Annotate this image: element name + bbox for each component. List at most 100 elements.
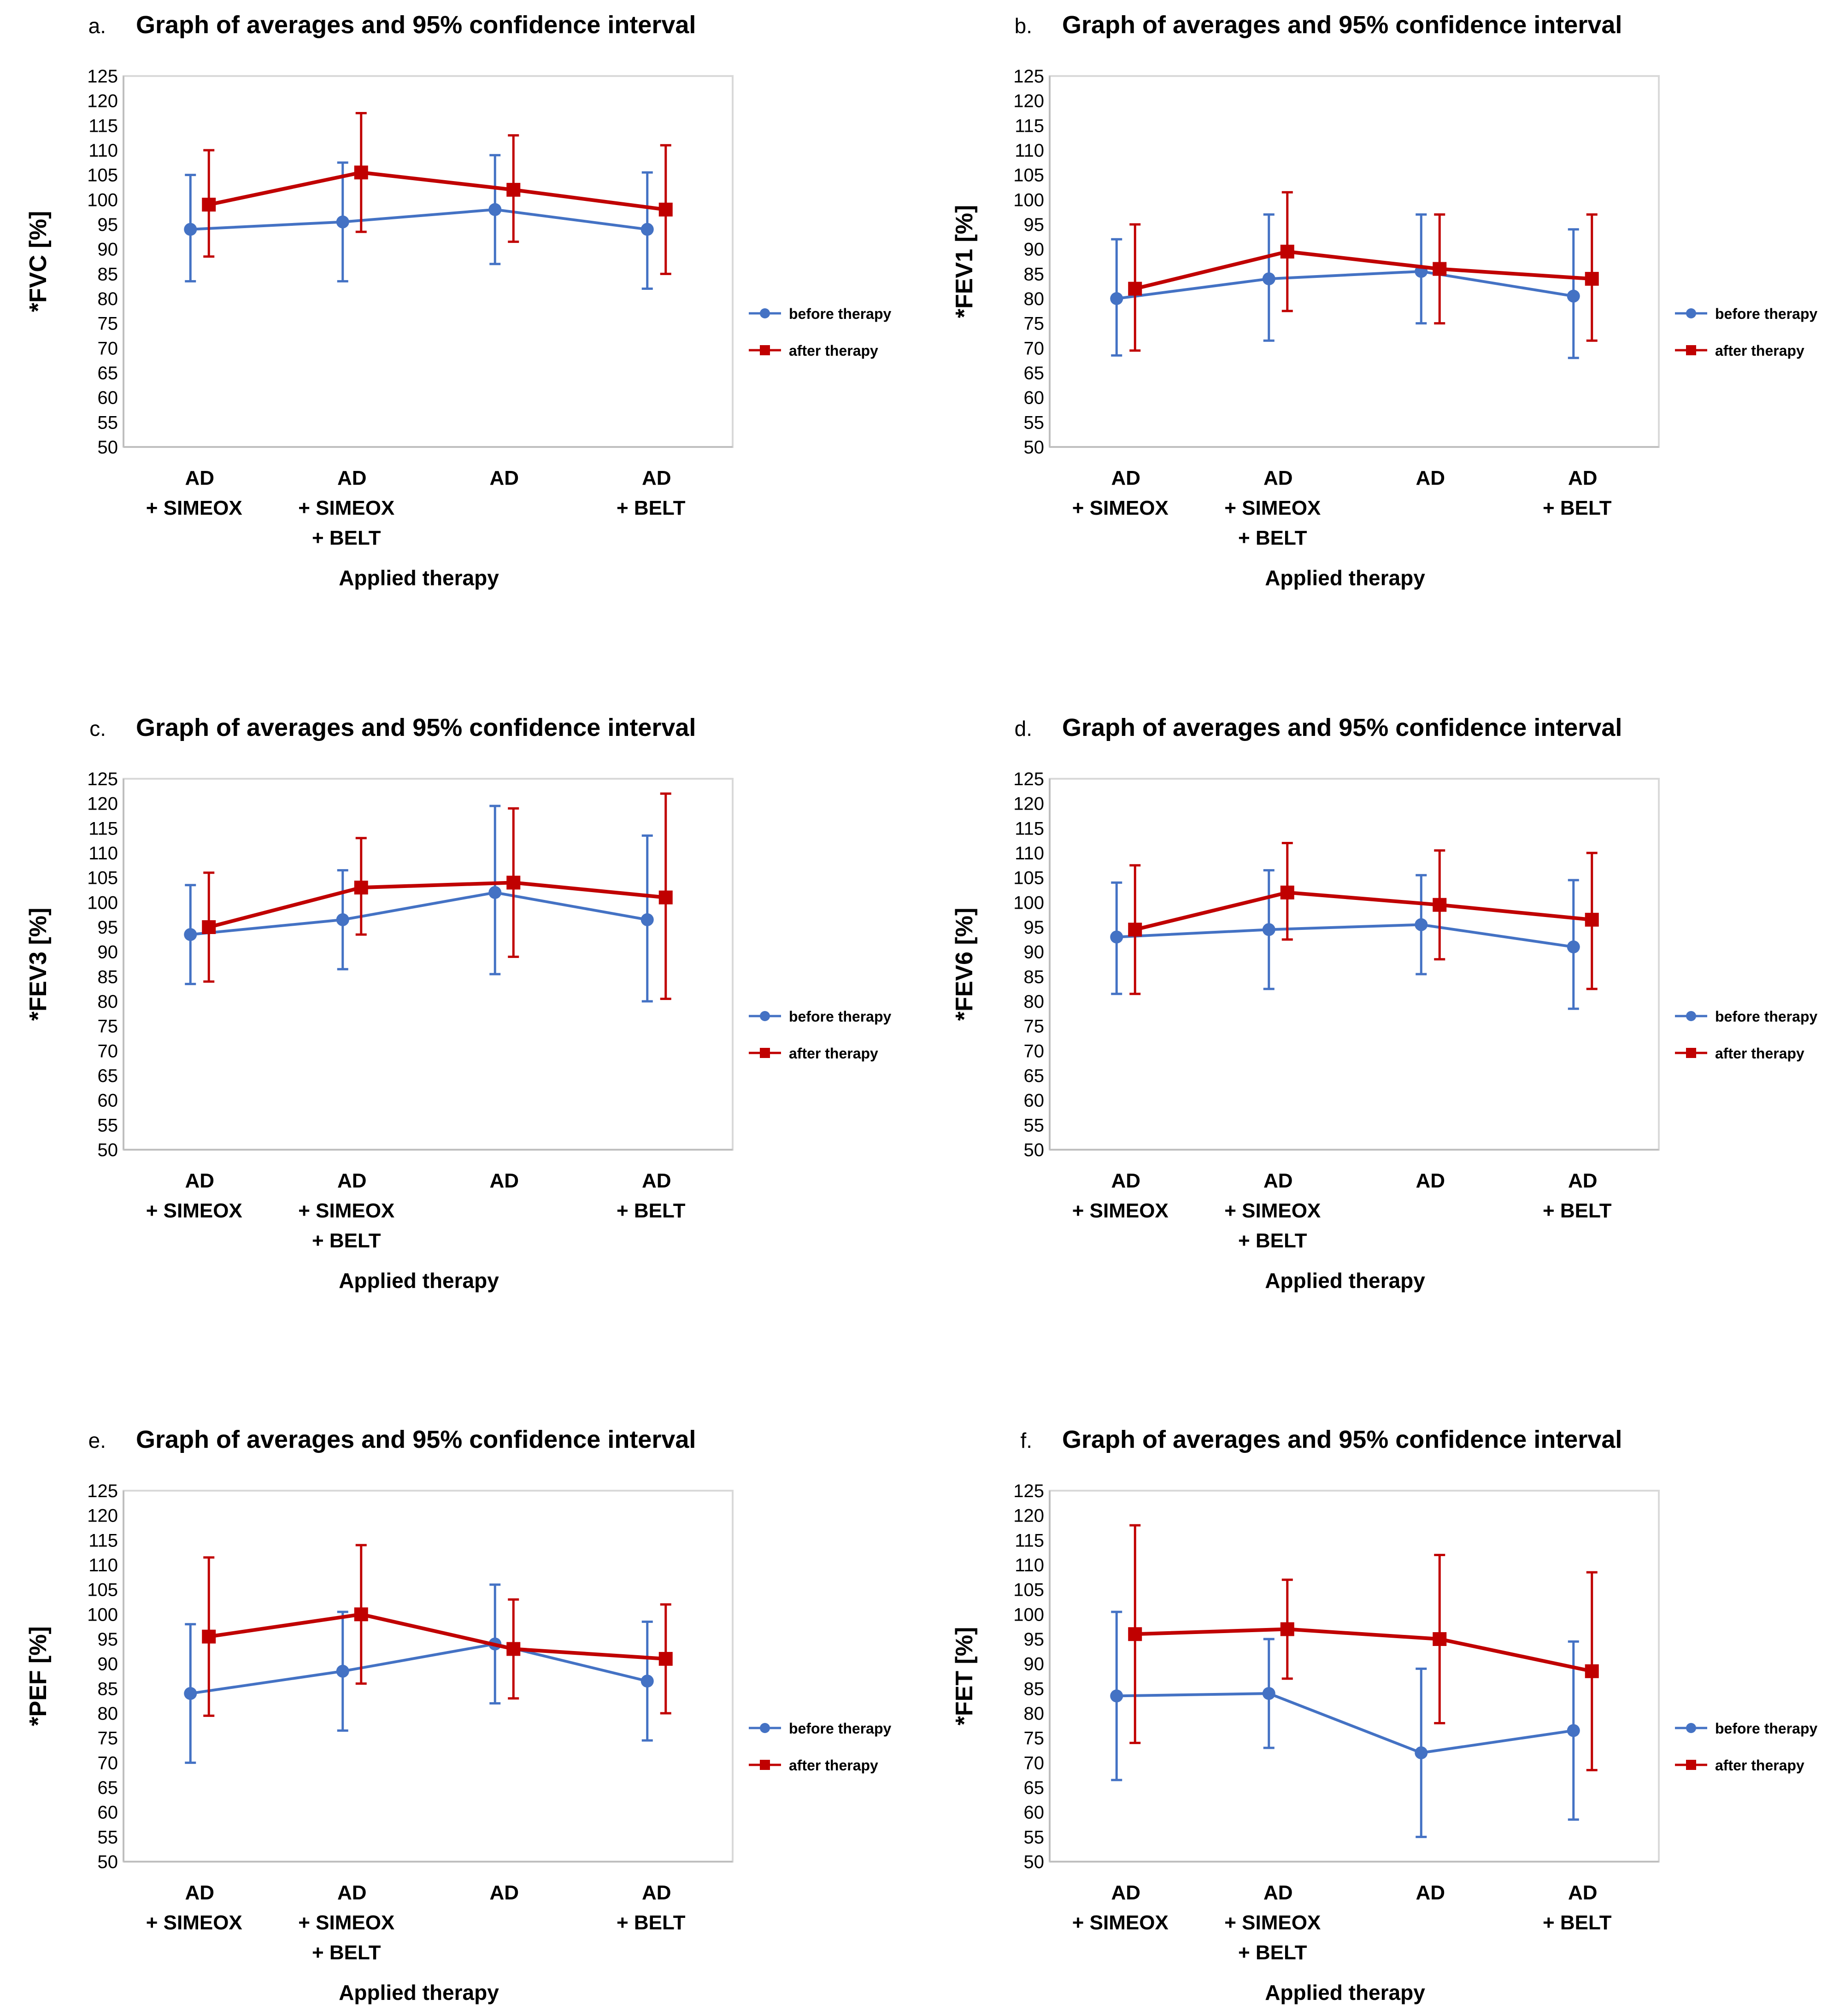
y-tick-label: 60 [1024,1091,1045,1111]
y-tick-label: 80 [98,992,118,1012]
x-axis-label: Applied therapy [339,566,499,590]
y-tick-label: 120 [1013,794,1044,814]
chart-title-text: Graph of averages and 95% confidence int… [136,1426,696,1453]
x-tick-label: + BELT [617,1911,686,1934]
plot-area [123,1490,734,1863]
chart-panel-d: d. Graph of averages and 95% confidence i… [951,714,1817,1293]
y-tick-label: 80 [1024,1704,1045,1724]
legend-marker [760,1048,770,1058]
x-tick-label: + SIMEOX [146,1199,242,1222]
x-tick-label: AD [1263,467,1293,489]
y-tick-label: 85 [1024,967,1045,987]
y-tick-label: 60 [98,388,118,408]
y-tick-label: 50 [1024,1852,1045,1872]
y-tick-label: 60 [1024,1803,1045,1823]
legend-marker [760,1723,770,1733]
x-tick-label: AD [185,467,214,489]
x-tick-label: + BELT [1238,1229,1307,1252]
legend-label: after therapy [789,1045,878,1062]
data-point [1280,1622,1294,1636]
chart-panel-a: a. Graph of averages and 95% confidence i… [25,11,891,590]
y-tick-label: 110 [1015,141,1044,161]
legend-marker [1686,1048,1696,1058]
data-point [1262,272,1275,286]
chart-title-text: Graph of averages and 95% confidence int… [136,11,696,39]
series-line [208,881,666,929]
y-tick-label: 115 [1015,1530,1044,1551]
y-tick-label: 95 [98,1629,118,1650]
series-line [1135,1627,1592,1673]
y-tick-label: 70 [1024,1753,1045,1773]
panel-label: b. [1015,14,1032,38]
y-tick-labels: 125 120 115 110 105 100 95 90 85 80 75 70 65 60 55 50 [1013,1481,1044,1872]
legend-marker [760,345,770,355]
y-tick-label: 110 [88,843,118,864]
legend-label: before therapy [1715,306,1817,322]
legend-item-before-therapy: before therapy [749,1008,891,1025]
y-tick-label: 100 [87,1605,118,1625]
series-before-therapy [1110,213,1580,359]
x-axis-label: Applied therapy [339,1981,499,2004]
y-tick-label: 75 [1024,314,1045,334]
x-tick-label: + SIMEOX [1224,1911,1321,1934]
y-tick-label: 55 [98,1115,118,1135]
y-axis-label: *PEF [%] [25,1626,52,1726]
x-tick-labels: AD + SIMEOX AD + SIMEOX + BELT AD AD + BELT [1072,467,1612,549]
legend-item-before-therapy: before therapy [749,1720,891,1737]
data-point [1128,1627,1142,1641]
legend-marker [760,1011,770,1021]
series-line [1134,249,1592,291]
y-tick-label: 60 [1024,388,1045,408]
data-point [1262,923,1275,936]
data-point [336,215,349,229]
y-tick-label: 125 [87,769,118,789]
y-tick-label: 115 [88,818,118,839]
plot-area [123,778,734,1151]
y-tick-label: 85 [98,967,118,987]
legend-label: before therapy [789,1720,891,1737]
series-line [190,1642,648,1695]
chart-title-text: Graph of averages and 95% confidence int… [1062,11,1622,39]
data-point [184,928,197,941]
x-tick-label: AD [1111,1881,1140,1904]
legend-label: after therapy [1715,1757,1804,1774]
y-tick-label: 70 [1024,338,1045,359]
y-tick-label: 105 [1013,868,1044,888]
data-point [1585,912,1599,927]
y-tick-label: 65 [1024,1066,1045,1086]
y-tick-label: 100 [1013,190,1044,210]
data-point [202,198,216,212]
y-tick-label: 125 [1013,1481,1044,1501]
legend-item-after-therapy: after therapy [749,1757,878,1774]
chart-panel-c: c. Graph of averages and 95% confidence i… [25,714,891,1293]
data-point [184,223,197,236]
y-tick-label: 90 [1024,942,1045,963]
x-tick-labels: AD + SIMEOX AD + SIMEOX + BELT AD AD + BELT [146,467,686,549]
x-tick-label: + BELT [312,1229,381,1252]
legend-item-before-therapy: before therapy [1675,306,1817,322]
x-tick-label: + SIMEOX [146,497,242,519]
data-point [1110,1689,1123,1703]
series-after-therapy [1128,1524,1599,1771]
y-axis-label: *FVC [%] [25,211,52,312]
legend-label: after therapy [1715,342,1804,359]
x-axis-label: Applied therapy [1265,1269,1425,1293]
legend-label: before therapy [789,1008,891,1025]
legend-item-after-therapy: after therapy [1675,342,1804,359]
data-point [1262,1687,1275,1700]
legend-marker [760,308,770,318]
x-tick-label: AD [1568,467,1598,489]
y-tick-label: 65 [98,363,118,383]
data-point [354,881,368,895]
chart-panel-f: f. Graph of averages and 95% confidence i… [951,1426,1817,2004]
y-tick-label: 75 [98,1017,118,1037]
x-tick-label: + BELT [1238,1941,1307,1964]
y-tick-label: 90 [98,1654,118,1675]
y-tick-label: 65 [1024,363,1045,383]
data-point [202,920,216,934]
legend: before therapy after therapy [749,306,891,359]
x-tick-label: + BELT [1543,497,1612,519]
legend: before therapy after therapy [749,1008,891,1062]
x-tick-label: + BELT [1238,527,1307,549]
data-point [1567,940,1580,953]
